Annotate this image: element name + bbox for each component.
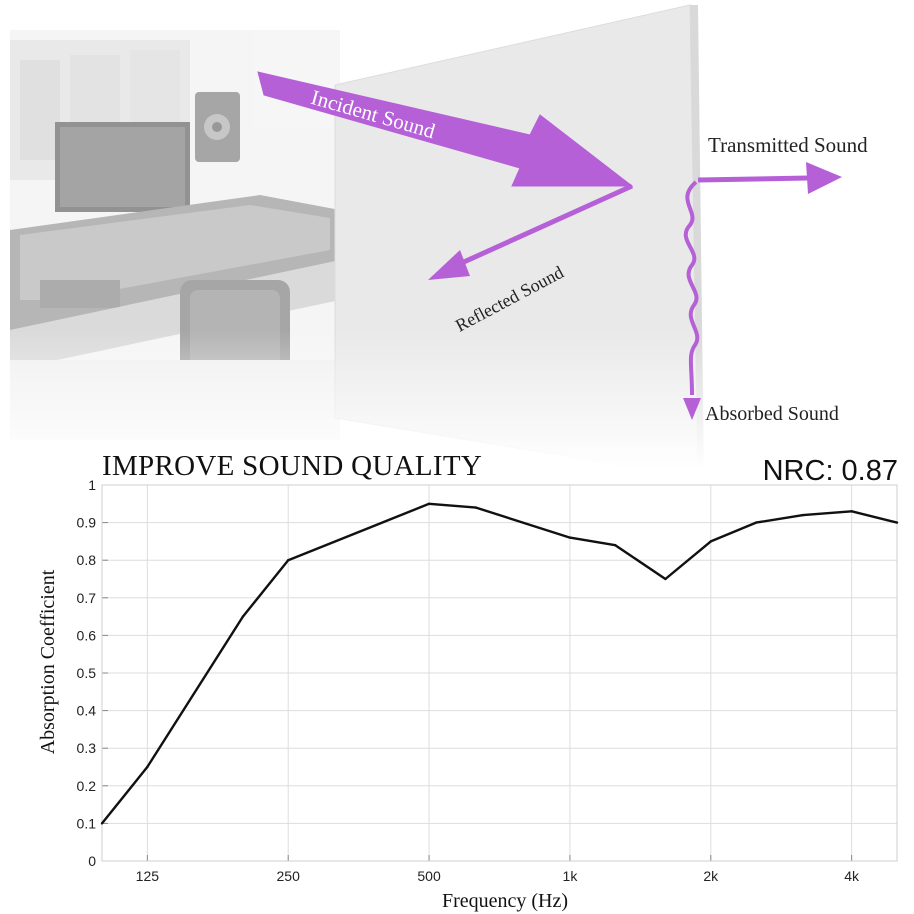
- transmitted-sound-arrow: [697, 162, 842, 194]
- y-tick-label: 0.6: [77, 627, 97, 643]
- x-tick-label: 125: [136, 868, 160, 884]
- data-point: [427, 502, 431, 505]
- data-point: [850, 510, 853, 513]
- x-axis-title: Frequency (Hz): [442, 890, 568, 912]
- y-tick-label: 0.1: [77, 815, 97, 831]
- acoustic-panel-illustration: [0, 4, 914, 470]
- y-tick-label: 0: [88, 853, 96, 869]
- x-tick-label: 500: [417, 868, 441, 884]
- data-point: [709, 540, 712, 543]
- x-tick-label: 1k: [563, 868, 579, 884]
- y-tick-label: 0.8: [77, 552, 97, 568]
- incident-sound-arrow: [257, 71, 634, 187]
- x-tick-label: 250: [277, 868, 301, 884]
- data-point: [146, 765, 149, 769]
- data-point: [287, 559, 290, 562]
- y-tick-label: 0.5: [77, 665, 97, 681]
- transmitted-sound-label: Transmitted Sound: [708, 133, 868, 157]
- y-axis-title: Absorption Coefficient: [37, 569, 59, 754]
- data-point: [664, 577, 667, 581]
- data-point: [801, 513, 805, 517]
- data-point: [241, 615, 245, 618]
- series-layer: [100, 502, 899, 825]
- data-point: [474, 506, 478, 509]
- x-tick-label: 4k: [844, 868, 860, 884]
- x-tick-label: 2k: [703, 868, 719, 884]
- data-point: [614, 543, 617, 547]
- chart-title: IMPROVE SOUND QUALITY: [102, 450, 483, 482]
- absorbed-sound-label: Absorbed Sound: [705, 403, 839, 425]
- absorbed-sound-arrow: [683, 180, 701, 420]
- y-tick-label: 0.7: [77, 590, 97, 606]
- data-point: [100, 822, 104, 825]
- y-tick-label: 0.3: [77, 740, 97, 756]
- y-tick-label: 0.9: [77, 515, 97, 531]
- x-tick-labels: 125 250 500 1k 2k 4k: [136, 868, 860, 884]
- y-tick-label: 0.2: [77, 778, 97, 794]
- chart-grid: [102, 484, 897, 862]
- data-point: [754, 521, 758, 524]
- plot-frame: [101, 484, 898, 862]
- y-tick-labels: 0 0.1 0.2 0.3 0.4 0.5 0.6 0.7 0.8 0.9 1: [77, 477, 97, 869]
- absorption-series-line: [101, 502, 898, 825]
- reflected-sound-arrow: [428, 183, 634, 280]
- nrc-value: NRC: 0.87: [762, 455, 898, 487]
- y-tick-label: 0.4: [77, 703, 97, 719]
- data-point: [568, 536, 572, 539]
- y-tick-label: 1: [88, 477, 96, 493]
- data-point: [895, 521, 899, 524]
